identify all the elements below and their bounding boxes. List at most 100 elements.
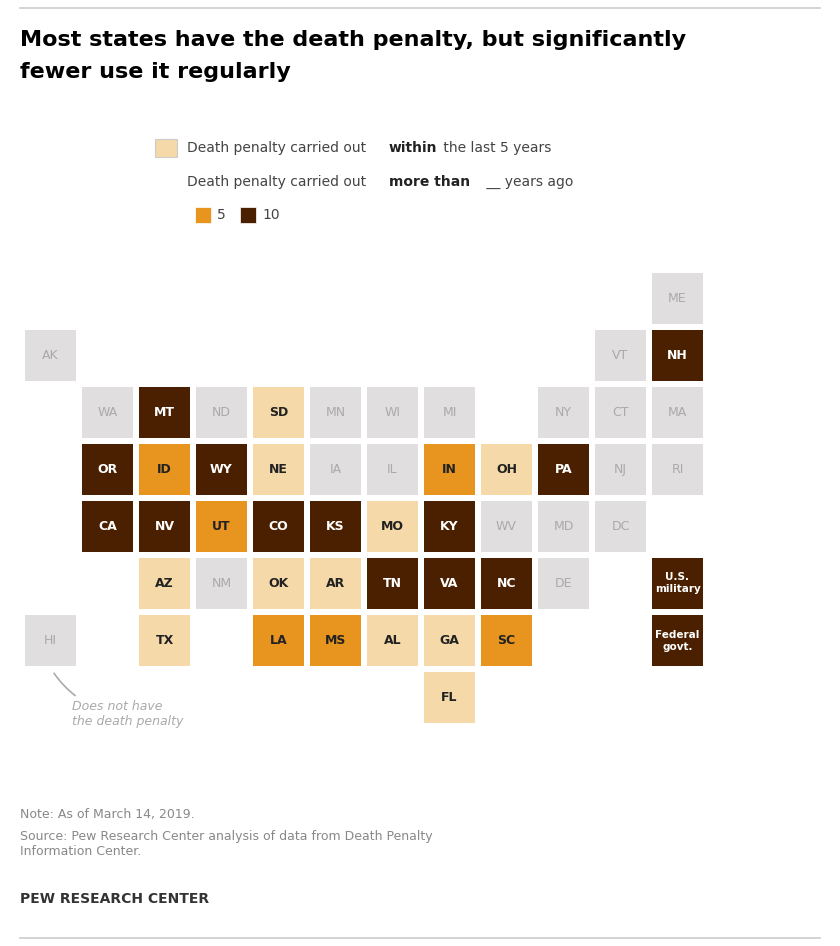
Bar xyxy=(367,444,418,495)
Bar xyxy=(424,444,475,495)
Bar xyxy=(139,501,190,552)
Text: MA: MA xyxy=(668,406,687,419)
Text: IN: IN xyxy=(442,463,457,476)
Text: ND: ND xyxy=(212,406,231,419)
Bar xyxy=(139,615,190,666)
Bar xyxy=(652,444,703,495)
Text: UT: UT xyxy=(213,520,231,533)
Text: TN: TN xyxy=(383,577,402,590)
Bar xyxy=(538,387,589,438)
Bar xyxy=(595,387,646,438)
Bar xyxy=(595,444,646,495)
Bar xyxy=(82,444,133,495)
Bar xyxy=(424,672,475,723)
Text: NC: NC xyxy=(496,577,517,590)
Text: WY: WY xyxy=(210,463,233,476)
Text: fewer use it regularly: fewer use it regularly xyxy=(20,62,291,82)
Text: MI: MI xyxy=(443,406,457,419)
Text: KS: KS xyxy=(326,520,344,533)
Text: MO: MO xyxy=(381,520,404,533)
Text: 5: 5 xyxy=(217,208,226,222)
Bar xyxy=(139,558,190,609)
Text: VA: VA xyxy=(440,577,459,590)
Bar xyxy=(196,558,247,609)
Bar xyxy=(310,558,361,609)
Text: CT: CT xyxy=(612,406,629,419)
Bar xyxy=(240,207,256,223)
Text: Does not have
the death penalty: Does not have the death penalty xyxy=(54,674,183,728)
Text: NY: NY xyxy=(555,406,572,419)
Bar xyxy=(481,558,532,609)
Bar xyxy=(253,558,304,609)
Bar xyxy=(253,615,304,666)
Bar xyxy=(310,501,361,552)
Bar xyxy=(139,387,190,438)
Text: FL: FL xyxy=(441,691,458,704)
Text: PEW RESEARCH CENTER: PEW RESEARCH CENTER xyxy=(20,892,209,906)
Text: Death penalty carried out: Death penalty carried out xyxy=(187,175,370,189)
Bar xyxy=(310,387,361,438)
Text: MN: MN xyxy=(325,406,345,419)
Text: GA: GA xyxy=(439,634,459,647)
Text: DE: DE xyxy=(554,577,572,590)
Bar xyxy=(424,558,475,609)
Text: within: within xyxy=(389,141,438,155)
Text: MT: MT xyxy=(154,406,175,419)
Bar xyxy=(367,501,418,552)
Bar xyxy=(652,615,703,666)
Text: NV: NV xyxy=(155,520,175,533)
Text: Most states have the death penalty, but significantly: Most states have the death penalty, but … xyxy=(20,30,686,50)
Text: TX: TX xyxy=(155,634,174,647)
Text: U.S.
military: U.S. military xyxy=(654,572,701,594)
Text: AL: AL xyxy=(384,634,402,647)
Bar xyxy=(195,207,211,223)
Bar xyxy=(481,444,532,495)
Text: WI: WI xyxy=(385,406,401,419)
Bar xyxy=(424,501,475,552)
Bar xyxy=(82,501,133,552)
Text: 10: 10 xyxy=(262,208,280,222)
Text: Death penalty carried out: Death penalty carried out xyxy=(187,141,370,155)
Bar xyxy=(652,330,703,381)
Text: LA: LA xyxy=(270,634,287,647)
Bar xyxy=(652,387,703,438)
Text: NH: NH xyxy=(667,349,688,362)
Bar xyxy=(367,615,418,666)
Text: the last 5 years: the last 5 years xyxy=(439,141,551,155)
Text: NM: NM xyxy=(212,577,232,590)
Text: RI: RI xyxy=(671,463,684,476)
Text: PA: PA xyxy=(554,463,572,476)
Bar xyxy=(424,387,475,438)
Bar xyxy=(538,558,589,609)
Bar xyxy=(424,615,475,666)
Text: OR: OR xyxy=(97,463,118,476)
Text: HI: HI xyxy=(44,634,57,647)
Bar xyxy=(155,139,177,157)
Text: NE: NE xyxy=(269,463,288,476)
Text: CA: CA xyxy=(98,520,117,533)
Text: Source: Pew Research Center analysis of data from Death Penalty
Information Cent: Source: Pew Research Center analysis of … xyxy=(20,830,433,858)
Bar xyxy=(310,615,361,666)
Text: __ years ago: __ years ago xyxy=(482,175,574,189)
Bar xyxy=(481,615,532,666)
Bar xyxy=(25,330,76,381)
Bar xyxy=(196,501,247,552)
Text: MD: MD xyxy=(554,520,574,533)
Text: WV: WV xyxy=(496,520,517,533)
Text: AK: AK xyxy=(42,349,59,362)
Bar xyxy=(595,330,646,381)
Bar xyxy=(652,273,703,324)
Text: DC: DC xyxy=(612,520,630,533)
Bar xyxy=(196,387,247,438)
Bar xyxy=(253,444,304,495)
Bar xyxy=(25,615,76,666)
Bar xyxy=(481,501,532,552)
Text: SC: SC xyxy=(497,634,516,647)
Bar xyxy=(595,501,646,552)
Bar xyxy=(196,444,247,495)
Text: AZ: AZ xyxy=(155,577,174,590)
Bar xyxy=(652,558,703,609)
Bar xyxy=(538,444,589,495)
Text: MS: MS xyxy=(325,634,346,647)
Text: more than: more than xyxy=(389,175,470,189)
